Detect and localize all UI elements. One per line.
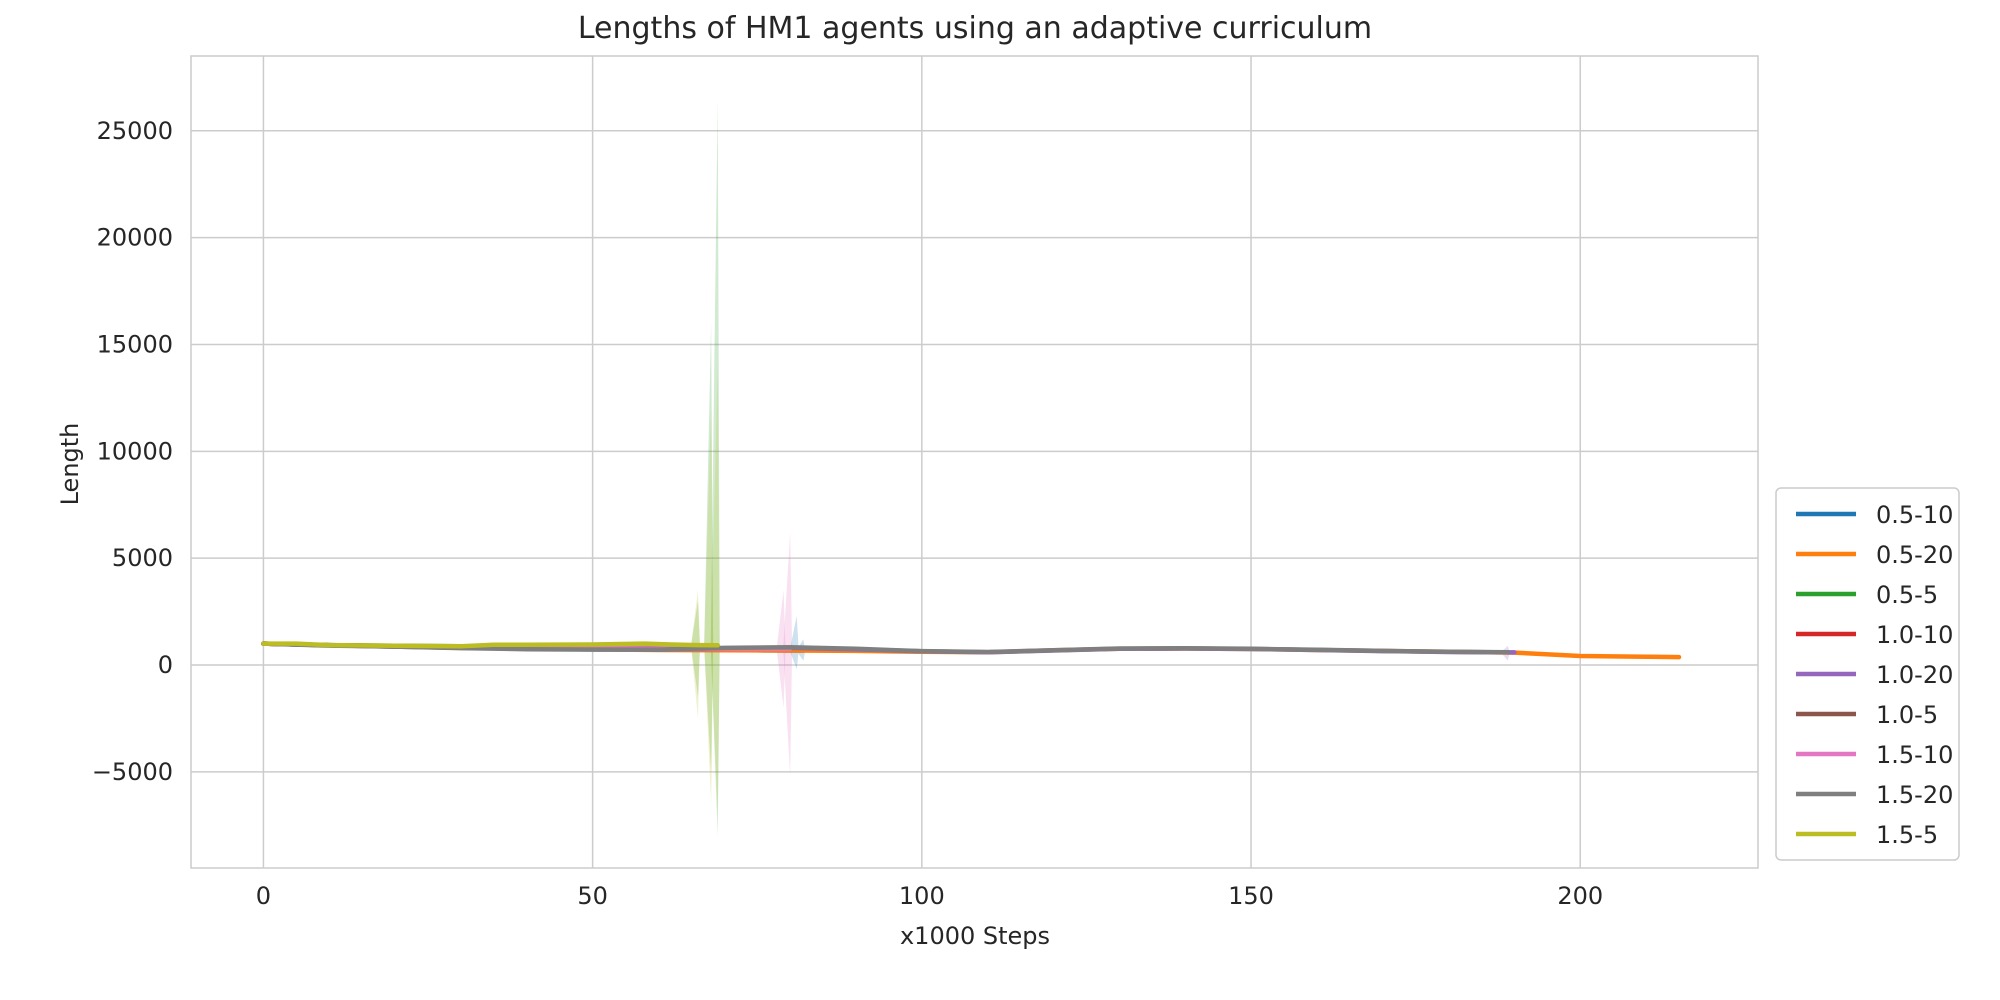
- x-tick-label: 0: [256, 882, 271, 910]
- legend-label: 1.5-20: [1876, 781, 1953, 809]
- y-tick-label: 25000: [97, 117, 173, 145]
- legend-label: 1.5-10: [1876, 741, 1953, 769]
- confidence-band: [783, 532, 793, 777]
- y-tick-label: −5000: [92, 758, 173, 786]
- grid: [191, 56, 1758, 868]
- series-line: [261, 641, 1511, 655]
- legend-label: 1.0-20: [1876, 661, 1953, 689]
- x-tick-label: 200: [1557, 882, 1603, 910]
- legend-box: [1775, 487, 1960, 861]
- y-tick-label: 20000: [97, 224, 173, 252]
- legend-label: 1.5-5: [1876, 821, 1938, 849]
- series-line: [261, 641, 720, 649]
- confidence-band: [789, 615, 799, 670]
- tick-labels: 0 50 100 150 200 −5000 0 5000 10000 15000 20000 250…: [92, 117, 1603, 910]
- y-tick-label: 5000: [112, 544, 173, 572]
- legend-label: 0.5-20: [1876, 541, 1953, 569]
- y-tick-label: 10000: [97, 437, 173, 465]
- confidence-band: [704, 408, 714, 804]
- confidence-band: [704, 323, 714, 772]
- y-tick-label: 0: [158, 651, 173, 679]
- x-tick-label: 150: [1228, 882, 1274, 910]
- x-axis-label: x1000 Steps: [900, 922, 1050, 950]
- y-tick-label: 15000: [97, 330, 173, 358]
- x-tick-label: 100: [899, 882, 945, 910]
- legend-label: 0.5-10: [1876, 501, 1953, 529]
- x-tick-label: 50: [577, 882, 608, 910]
- plot-background: [190, 55, 1759, 869]
- legend-label: 0.5-5: [1876, 581, 1938, 609]
- legend: 0.5-10 0.5-20 0.5-5 1.0-10 1.0-20 1.0-5 1.5-10…: [1775, 487, 1960, 861]
- legend-label: 1.0-10: [1876, 621, 1953, 649]
- y-axis-label: Length: [56, 423, 84, 506]
- chart-title: Lengths of HM1 agents using an adaptive …: [578, 11, 1372, 46]
- legend-label: 1.0-5: [1876, 701, 1938, 729]
- confidence-band: [710, 365, 720, 815]
- series-lines: [261, 641, 1682, 660]
- confidence-band: [690, 590, 700, 719]
